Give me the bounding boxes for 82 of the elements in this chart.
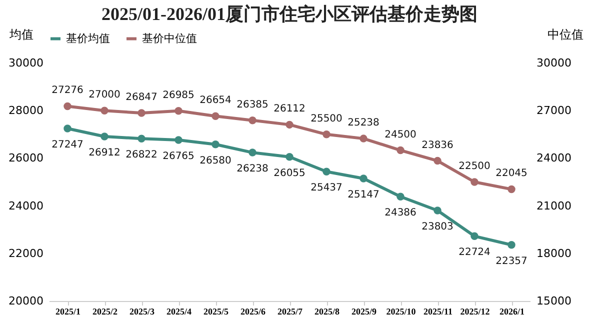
data-label: 22045 [496, 168, 528, 180]
data-label: 27276 [52, 85, 84, 96]
point [212, 140, 220, 148]
point [396, 192, 404, 200]
data-label: 22357 [496, 256, 528, 267]
data-label: 27000 [88, 90, 120, 101]
point [508, 241, 516, 249]
point [174, 136, 182, 144]
point [434, 156, 442, 165]
x-tick-label: 2025/3 [129, 306, 155, 316]
data-label: 25238 [348, 118, 380, 129]
x-tick-label: 2025/6 [240, 306, 266, 316]
y2-tick-label: 30000 [536, 56, 572, 70]
point [100, 132, 108, 140]
point [286, 120, 294, 129]
y2-tick-label: 24000 [536, 152, 572, 165]
x-tick-label: 2025/4 [166, 306, 192, 316]
y-tick-label: 26000 [8, 152, 44, 165]
point [286, 153, 294, 161]
x-tick-label: 2025/12 [460, 306, 490, 316]
x-tick-label: 2026/1 [499, 306, 525, 316]
y2-tick-label: 21000 [536, 199, 572, 212]
data-label: 26985 [162, 90, 194, 101]
data-label: 26580 [200, 155, 232, 166]
point [64, 102, 72, 110]
x-tick-label: 2025/11 [423, 306, 453, 316]
data-label: 26055 [274, 168, 306, 179]
point [212, 112, 220, 120]
point [396, 146, 404, 154]
point [360, 174, 368, 182]
point [434, 206, 442, 214]
point [248, 148, 256, 156]
data-label: 24386 [384, 208, 416, 219]
data-label: 22500 [458, 161, 490, 172]
data-label: 23836 [422, 140, 454, 151]
data-label: 26822 [126, 150, 158, 161]
chart-title: 2025/01-2026/01厦门市住宅小区评估基价走势图 [102, 4, 478, 24]
x-tick-label: 2025/7 [277, 306, 303, 316]
x-tick-label: 2025/10 [386, 306, 416, 316]
data-label: 23803 [422, 221, 454, 232]
data-label: 26847 [126, 92, 158, 104]
y2-tick-label: 18000 [536, 246, 572, 260]
y-tick-label: 24000 [8, 199, 44, 212]
point [248, 116, 256, 124]
data-label: 22724 [458, 247, 490, 258]
point [508, 185, 516, 194]
x-tick-label: 2025/1 [55, 306, 81, 316]
data-label: 26385 [236, 99, 268, 110]
y2-tick-label: 27000 [536, 104, 572, 118]
point [100, 106, 108, 114]
point [138, 134, 146, 142]
data-label: 27247 [52, 140, 84, 151]
point [470, 232, 478, 240]
x-tick-label: 2025/9 [351, 306, 377, 316]
y-tick-label: 30000 [8, 56, 44, 70]
point [322, 168, 330, 176]
data-label: 26912 [88, 147, 120, 158]
y-tick-label: 20000 [8, 294, 44, 308]
y2-axis-title: 中位值 [548, 28, 584, 42]
y-tick-label: 22000 [8, 246, 44, 260]
y2-tick-label: 15000 [536, 294, 572, 308]
point [64, 124, 72, 132]
point [174, 106, 182, 115]
x-tick-label: 2025/8 [314, 306, 340, 316]
y-axis-title: 均值 [8, 28, 34, 42]
data-label: 25500 [310, 113, 342, 124]
x-tick-label: 2025/2 [92, 306, 118, 316]
point [322, 130, 330, 138]
data-label: 26765 [162, 150, 194, 162]
data-label: 26112 [274, 104, 306, 115]
data-label: 26238 [236, 164, 268, 175]
data-label: 24500 [384, 129, 416, 140]
data-label: 25437 [310, 182, 342, 194]
point [138, 109, 146, 117]
point [360, 134, 368, 142]
x-tick-label: 2025/5 [203, 306, 229, 316]
y-tick-label: 28000 [8, 104, 44, 118]
legend-label: 基价均值 [66, 32, 110, 45]
point [470, 178, 478, 186]
data-label: 25147 [348, 190, 380, 200]
data-label: 26654 [200, 95, 232, 106]
legend-label: 基价中位值 [142, 32, 197, 45]
